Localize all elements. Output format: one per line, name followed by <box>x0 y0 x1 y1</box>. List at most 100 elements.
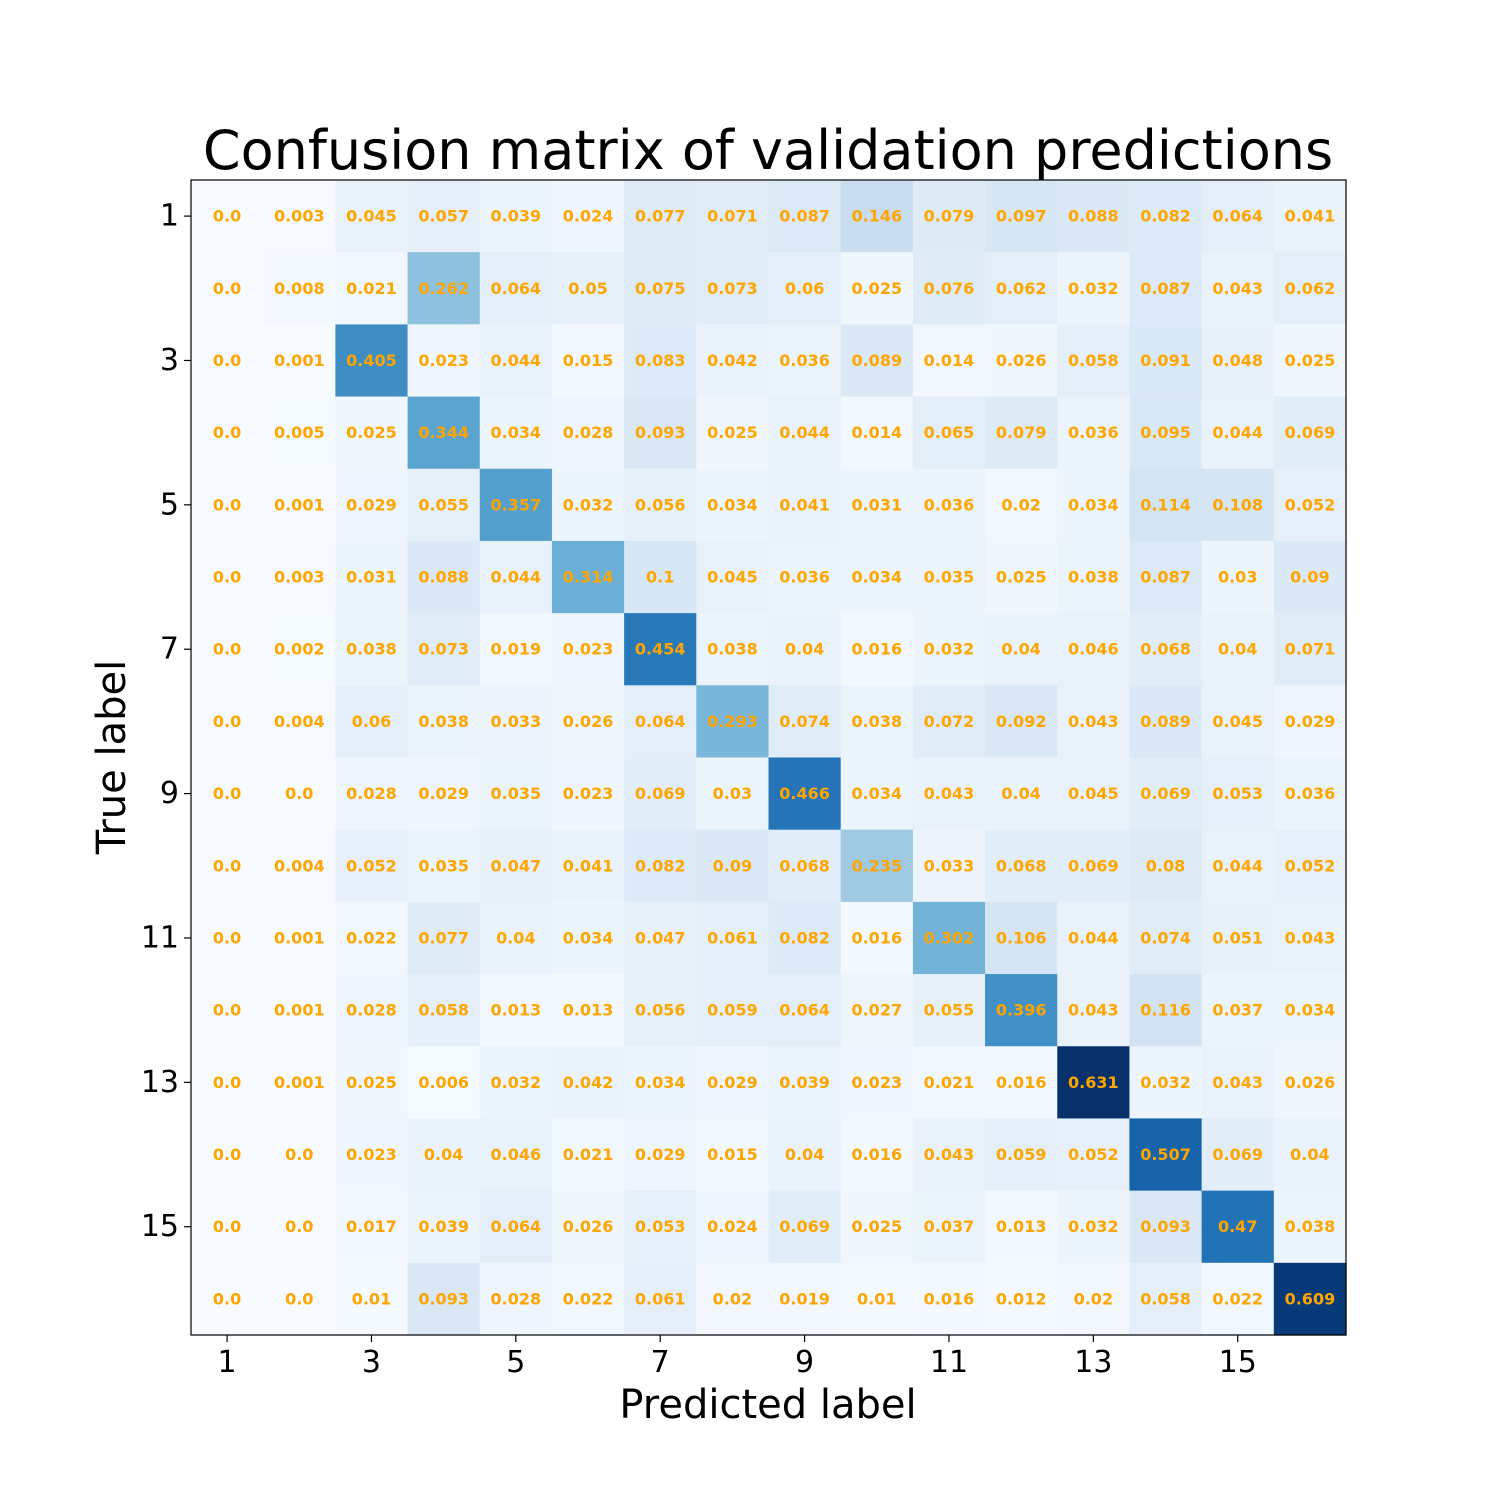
heatmap-cell <box>1129 180 1203 253</box>
cell-value-label: 0.065 <box>924 423 975 442</box>
heatmap-cell <box>263 1046 336 1120</box>
heatmap-cell <box>840 1262 914 1336</box>
heatmap-cell <box>624 757 697 831</box>
heatmap-cell <box>1129 540 1203 614</box>
cell-value-label: 0.03 <box>713 784 752 803</box>
heatmap-cell <box>912 540 986 614</box>
cell-value-label: 0.04 <box>785 640 824 659</box>
heatmap-cell <box>768 901 842 975</box>
cell-value-label: 0.064 <box>491 279 542 298</box>
heatmap-cell <box>1201 974 1275 1047</box>
heatmap-cell <box>1273 1190 1347 1264</box>
heatmap-cell <box>263 901 336 975</box>
cell-value-label: 0.001 <box>274 351 325 370</box>
heatmap-cell <box>479 829 553 903</box>
cell-value-label: 0.058 <box>1068 351 1119 370</box>
cell-value-label: 0.045 <box>1212 712 1263 731</box>
heatmap-cell <box>1201 1046 1275 1120</box>
cell-value-label: 0.027 <box>851 1001 902 1020</box>
cell-value-label: 0.0 <box>213 279 241 298</box>
cell-value-label: 0.089 <box>1140 712 1191 731</box>
cell-value-label: 0.0 <box>213 1001 241 1020</box>
cell-value-label: 0.032 <box>563 495 614 514</box>
heatmap-cell <box>840 180 914 253</box>
heatmap-cell <box>1273 757 1347 831</box>
cell-value-labels: 0.0 0.003 0.045 0.057 0.039 0.024 0.077 0.071 0.… <box>213 207 1335 1309</box>
cell-value-label: 0.507 <box>1140 1145 1191 1164</box>
heatmap-cell <box>1129 468 1203 542</box>
cell-value-label: 0.025 <box>851 1217 902 1236</box>
x-tick-label: 3 <box>362 1345 381 1380</box>
heatmap-cell <box>624 901 697 975</box>
heatmap-cell <box>696 829 770 903</box>
heatmap-cell <box>912 1046 986 1120</box>
heatmap-cell <box>768 540 842 614</box>
heatmap-cell <box>912 468 986 542</box>
cell-value-label: 0.079 <box>924 207 975 226</box>
cell-value-label: 0.055 <box>924 1001 975 1020</box>
heatmap-cell <box>1129 757 1203 831</box>
cell-value-label: 0.056 <box>635 495 686 514</box>
heatmap-cell <box>263 396 336 470</box>
heatmap-cell <box>1273 396 1347 470</box>
heatmap-cell <box>1273 540 1347 614</box>
heatmap-cell <box>479 757 553 831</box>
heatmap-cell <box>1201 901 1275 975</box>
heatmap-cell <box>551 613 625 686</box>
x-axis-ticks: 1 3 5 7 9 11 13 15 <box>218 1335 1257 1380</box>
heatmap-cell <box>479 252 553 325</box>
cell-value-label: 0.048 <box>1212 351 1263 370</box>
heatmap-cell <box>1057 1190 1131 1264</box>
y-tick-label: 3 <box>160 343 179 378</box>
heatmap-cell <box>985 180 1058 253</box>
heatmap-cell <box>1057 1118 1131 1192</box>
heatmap-cell <box>840 252 914 325</box>
cell-value-label: 0.0 <box>285 1145 313 1164</box>
heatmap-cell <box>624 540 697 614</box>
heatmap-cell <box>479 685 553 759</box>
heatmap-cell <box>912 829 986 903</box>
cell-value-label: 0.023 <box>418 351 469 370</box>
heatmap-cell <box>1057 757 1131 831</box>
cell-value-label: 0.021 <box>346 279 397 298</box>
cell-value-label: 0.004 <box>274 712 325 731</box>
heatmap-cell <box>1273 1046 1347 1120</box>
cell-value-label: 0.089 <box>851 351 902 370</box>
heatmap-cell <box>985 1190 1058 1264</box>
heatmap-cell <box>696 685 770 759</box>
cell-value-label: 0.077 <box>635 207 686 226</box>
cell-value-label: 0.026 <box>1285 1073 1336 1092</box>
heatmap-cell <box>191 180 264 253</box>
cell-value-label: 0.045 <box>707 568 758 587</box>
heatmap-cell <box>1273 901 1347 975</box>
cell-value-label: 0.028 <box>346 1001 397 1020</box>
cell-value-label: 0.04 <box>1290 1145 1329 1164</box>
heatmap-cell <box>912 901 986 975</box>
heatmap-cell <box>335 468 409 542</box>
cell-value-label: 0.074 <box>779 712 830 731</box>
cell-value-label: 0.044 <box>1212 423 1263 442</box>
cell-value-label: 0.093 <box>1140 1217 1191 1236</box>
heatmap-cell <box>479 468 553 542</box>
heatmap-cell <box>551 1262 625 1336</box>
heatmap-cell <box>551 396 625 470</box>
cell-value-label: 0.034 <box>851 784 902 803</box>
cell-value-label: 0.023 <box>563 640 614 659</box>
cell-value-label: 0.02 <box>1001 495 1040 514</box>
heatmap-cell <box>1129 1046 1203 1120</box>
cell-value-label: 0.025 <box>1285 351 1336 370</box>
cell-value-label: 0.025 <box>851 279 902 298</box>
y-tick-label: 11 <box>141 920 179 955</box>
heatmap-cell <box>696 540 770 614</box>
cell-value-label: 0.032 <box>1068 279 1119 298</box>
cell-value-label: 0.0 <box>213 1289 241 1308</box>
heatmap-cell <box>263 1190 336 1264</box>
heatmap-cell <box>335 613 409 686</box>
heatmap-cell <box>768 1046 842 1120</box>
heatmap-cell <box>768 685 842 759</box>
heatmap-cell <box>985 396 1058 470</box>
cell-value-label: 0.028 <box>563 423 614 442</box>
cell-value-label: 0.037 <box>1212 1001 1263 1020</box>
heatmap-cell <box>263 468 336 542</box>
